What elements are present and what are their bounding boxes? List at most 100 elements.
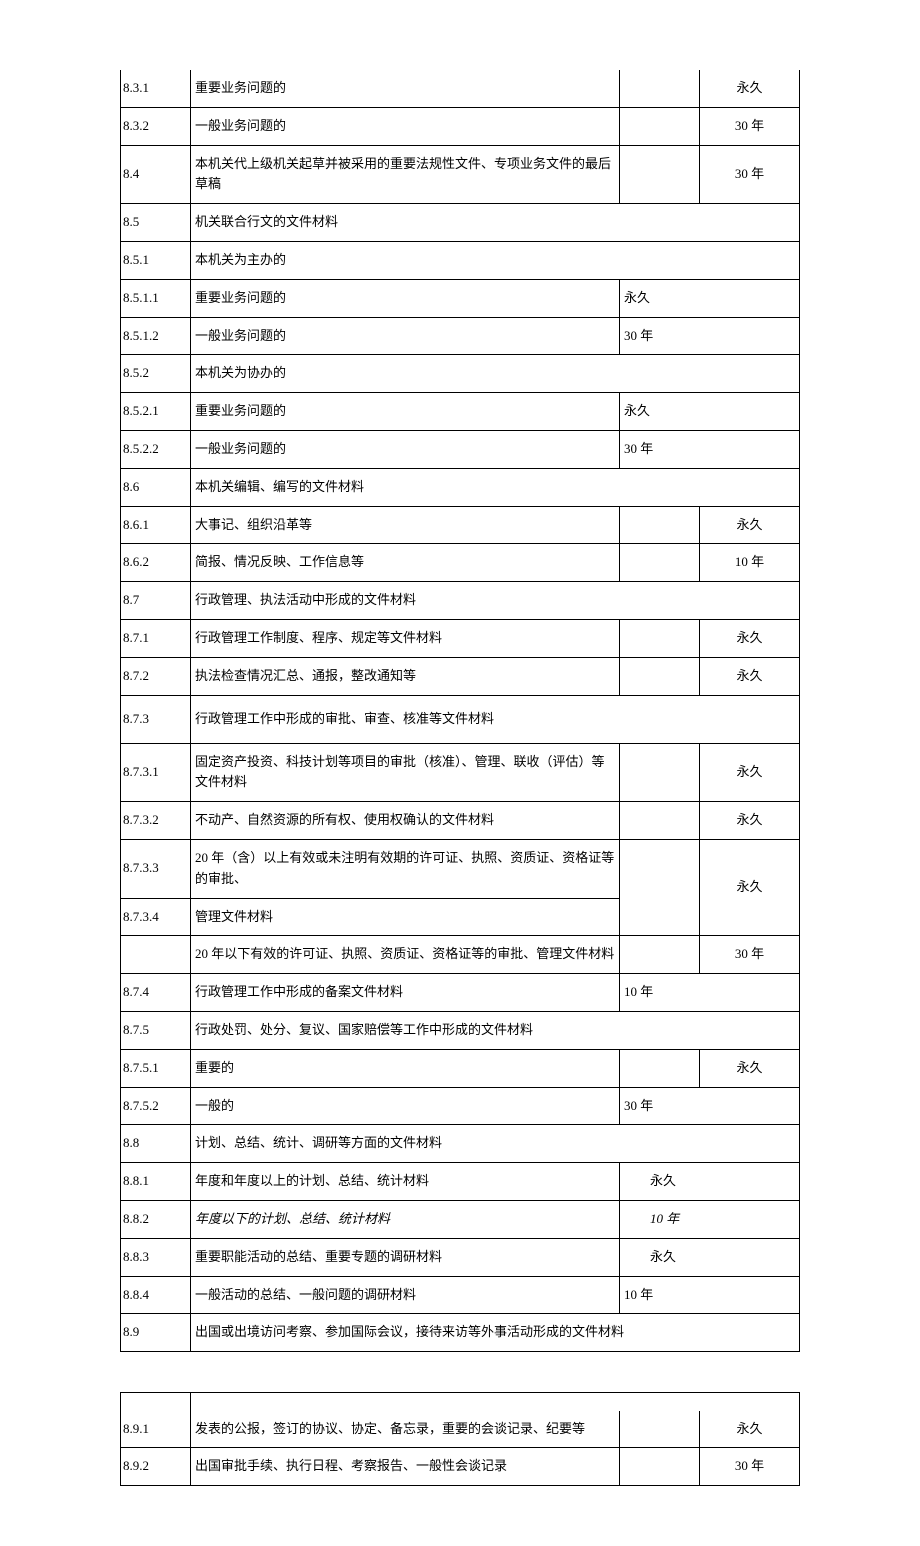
row-number: 8.5.2 (121, 355, 191, 393)
row-period (620, 1411, 700, 1448)
row-desc: 执法检查情况汇总、通报，整改通知等 (191, 657, 620, 695)
row-period: 永久 (700, 1411, 800, 1448)
row-number: 8.6 (121, 468, 191, 506)
row-period: 永久 (620, 1238, 800, 1276)
table-row: 8.3.1重要业务问题的永久 (121, 70, 800, 107)
row-desc: 出国或出境访问考察、参加国际会议，接待来访等外事活动形成的文件材料 (191, 1314, 800, 1352)
row-period: 30 年 (700, 107, 800, 145)
row-number: 8.5.2.2 (121, 430, 191, 468)
row-desc: 重要业务问题的 (191, 393, 620, 431)
table-row: 8.7.5.1重要的永久 (121, 1049, 800, 1087)
row-desc: 本机关为协办的 (191, 355, 800, 393)
row-period (620, 1049, 700, 1087)
row-period (620, 145, 700, 204)
row-period: 30 年 (700, 936, 800, 974)
row-desc: 行政管理工作制度、程序、规定等文件材料 (191, 619, 620, 657)
row-period: 30 年 (620, 1087, 800, 1125)
row-desc: 一般业务问题的 (191, 107, 620, 145)
row-number: 8.7.3.1 (121, 743, 191, 802)
row-period (620, 506, 700, 544)
row-period: 10 年 (620, 1200, 800, 1238)
row-desc: 年度以下的计划、总结、统计材料 (191, 1200, 620, 1238)
row-number: 8.8.3 (121, 1238, 191, 1276)
row-desc: 行政管理工作中形成的审批、审查、核准等文件材料 (191, 695, 800, 743)
row-number: 8.5 (121, 204, 191, 242)
row-desc: 一般业务问题的 (191, 430, 620, 468)
row-desc: 重要业务问题的 (191, 70, 620, 107)
row-period: 30 年 (700, 145, 800, 204)
row-desc: 发表的公报，签订的协议、协定、备忘录，重要的会谈记录、纪要等 (191, 1411, 620, 1448)
row-number: 8.7.2 (121, 657, 191, 695)
row-desc: 本机关代上级机关起草并被采用的重要法规性文件、专项业务文件的最后草稿 (191, 145, 620, 204)
table-row: 8.4本机关代上级机关起草并被采用的重要法规性文件、专项业务文件的最后草稿30 … (121, 145, 800, 204)
row-period (620, 107, 700, 145)
table-row: 8.7.3行政管理工作中形成的审批、审查、核准等文件材料 (121, 695, 800, 743)
table-row: 8.7.5行政处罚、处分、复议、国家赔偿等工作中形成的文件材料 (121, 1011, 800, 1049)
row-number: 8.6.1 (121, 506, 191, 544)
row-desc: 一般业务问题的 (191, 317, 620, 355)
row-period (620, 1448, 700, 1486)
table-row: 8.5机关联合行文的文件材料 (121, 204, 800, 242)
row-desc: 行政处罚、处分、复议、国家赔偿等工作中形成的文件材料 (191, 1011, 800, 1049)
row-number: 8.5.1.2 (121, 317, 191, 355)
row-number: 8.9.2 (121, 1448, 191, 1486)
row-number: 8.7.3.2 (121, 802, 191, 840)
row-period: 10 年 (620, 974, 800, 1012)
row-number: 8.9 (121, 1314, 191, 1352)
row-desc: 行政管理工作中形成的备案文件材料 (191, 974, 620, 1012)
row-number: 8.8.1 (121, 1163, 191, 1201)
row-period: 永久 (700, 657, 800, 695)
table-row: 8.7.3.320 年（含）以上有效或未注明有效期的许可证、执照、资质证、资格证… (121, 839, 800, 898)
row-number: 8.7.5 (121, 1011, 191, 1049)
row-number: 8.8.2 (121, 1200, 191, 1238)
table-container: 8.3.1重要业务问题的永久8.3.2一般业务问题的30 年8.4本机关代上级机… (120, 70, 800, 1486)
row-period (620, 619, 700, 657)
row-number: 8.7.5.1 (121, 1049, 191, 1087)
row-desc: 一般活动的总结、一般问题的调研材料 (191, 1276, 620, 1314)
row-period (620, 839, 700, 935)
row-desc: 20 年（含）以上有效或未注明有效期的许可证、执照、资质证、资格证等的审批、 (191, 839, 620, 898)
table-row: 8.6.1大事记、组织沿革等永久 (121, 506, 800, 544)
table-row: 8.5.1.2一般业务问题的30 年 (121, 317, 800, 355)
row-desc: 重要的 (191, 1049, 620, 1087)
empty-cell (121, 1393, 191, 1411)
row-number: 8.7.1 (121, 619, 191, 657)
row-period: 永久 (700, 619, 800, 657)
table-row: 8.5.2.2一般业务问题的30 年 (121, 430, 800, 468)
table-row: 8.7.5.2一般的30 年 (121, 1087, 800, 1125)
row-period: 30 年 (700, 1448, 800, 1486)
table-row: 8.7行政管理、执法活动中形成的文件材料 (121, 582, 800, 620)
row-number: 8.5.1.1 (121, 279, 191, 317)
table-row: 8.5.1本机关为主办的 (121, 241, 800, 279)
table-row: 8.5.1.1重要业务问题的永久 (121, 279, 800, 317)
row-desc: 重要业务问题的 (191, 279, 620, 317)
table-row: 8.6.2简报、情况反映、工作信息等10 年 (121, 544, 800, 582)
row-number: 8.8 (121, 1125, 191, 1163)
row-desc: 行政管理、执法活动中形成的文件材料 (191, 582, 800, 620)
table-row: 8.9.1发表的公报，签订的协议、协定、备忘录，重要的会谈记录、纪要等永久 (121, 1411, 800, 1448)
row-desc: 本机关为主办的 (191, 241, 800, 279)
table-row: 8.7.3.2不动产、自然资源的所有权、使用权确认的文件材料永久 (121, 802, 800, 840)
row-desc: 计划、总结、统计、调研等方面的文件材料 (191, 1125, 800, 1163)
table-row: 8.6本机关编辑、编写的文件材料 (121, 468, 800, 506)
table-header-empty-row (121, 1393, 800, 1411)
row-period: 永久 (620, 1163, 800, 1201)
table-row: 8.7.1行政管理工作制度、程序、规定等文件材料 永久 (121, 619, 800, 657)
main-table: 8.3.1重要业务问题的永久8.3.2一般业务问题的30 年8.4本机关代上级机… (120, 70, 800, 1352)
row-number: 8.7.3.3 (121, 839, 191, 898)
row-number: 8.5.1 (121, 241, 191, 279)
row-period: 10 年 (620, 1276, 800, 1314)
row-desc: 固定资产投资、科技计划等项目的审批（核准）、管理、联收（评估）等文件材料 (191, 743, 620, 802)
row-period: 永久 (620, 393, 800, 431)
row-number: 8.7 (121, 582, 191, 620)
row-period: 30 年 (620, 317, 800, 355)
row-period (620, 657, 700, 695)
row-desc: 出国审批手续、执行日程、考察报告、一般性会谈记录 (191, 1448, 620, 1486)
row-desc: 20 年以下有效的许可证、执照、资质证、资格证等的审批、管理文件材料 (191, 936, 620, 974)
row-period: 永久 (620, 279, 800, 317)
second-table: 8.9.1发表的公报，签订的协议、协定、备忘录，重要的会谈记录、纪要等永久8.9… (120, 1392, 800, 1486)
table-row: 8.7.4行政管理工作中形成的备案文件材料10 年 (121, 974, 800, 1012)
row-period: 10 年 (700, 544, 800, 582)
row-period: 永久 (700, 802, 800, 840)
row-period (620, 70, 700, 107)
